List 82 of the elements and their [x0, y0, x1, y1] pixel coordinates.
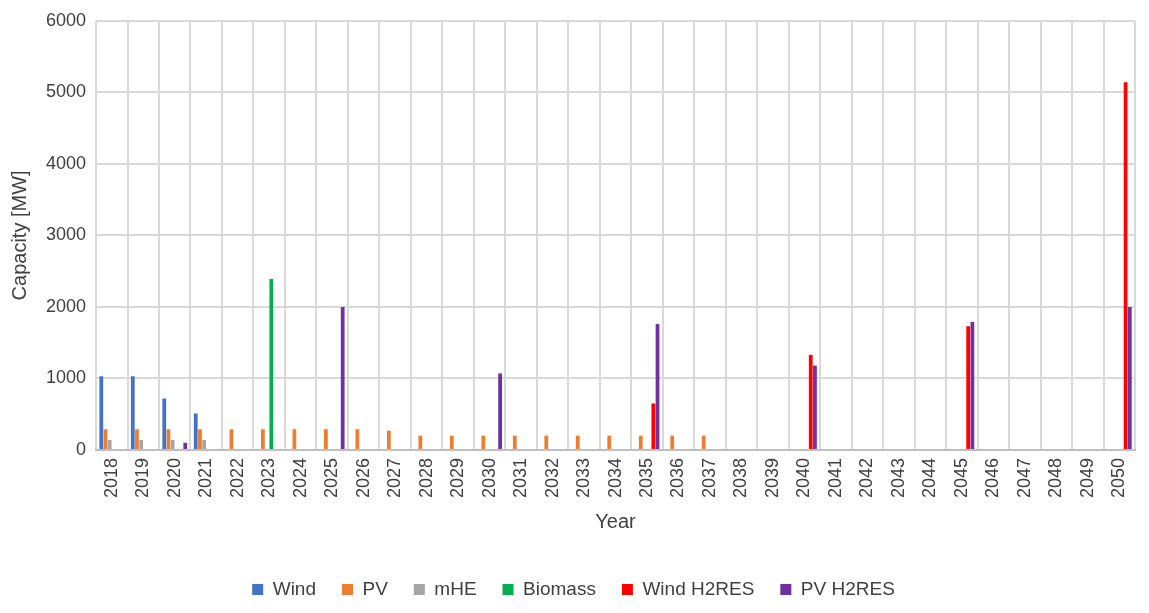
bar	[701, 435, 706, 449]
legend-label: Biomass	[523, 577, 596, 599]
x-tick-label: 2027	[384, 457, 405, 498]
x-tick-label: 2048	[1045, 457, 1066, 498]
x-tick-label: 2033	[573, 457, 594, 498]
bar	[269, 279, 274, 449]
y-tick-label: 2000	[46, 295, 87, 316]
x-tick-label: 2029	[447, 457, 468, 498]
x-tick-label: 2023	[258, 457, 279, 498]
bar	[498, 373, 502, 449]
x-tick-label: 2050	[1108, 457, 1129, 498]
bar	[808, 354, 813, 449]
y-tick-label: 4000	[46, 152, 87, 173]
bar	[99, 376, 104, 449]
bar	[966, 326, 971, 449]
bar	[130, 376, 135, 449]
x-tick-label: 2024	[289, 457, 310, 498]
bar	[670, 435, 675, 449]
x-tick-label: 2037	[698, 457, 719, 498]
y-tick-label: 3000	[46, 224, 87, 245]
bar	[1127, 306, 1132, 449]
bar	[481, 435, 486, 449]
x-tick-label: 2049	[1076, 457, 1097, 498]
y-tick-label: 6000	[46, 9, 87, 30]
legend-label: Wind	[272, 577, 316, 599]
legend-label: mHE	[434, 577, 477, 599]
bar	[107, 439, 112, 449]
y-tick-label: 0	[76, 438, 87, 459]
bar	[970, 321, 975, 449]
bar	[386, 430, 391, 449]
y-tick-label: 5000	[46, 81, 87, 102]
x-tick-label: 2020	[163, 457, 184, 498]
bar	[607, 435, 612, 449]
x-tick-label: 2046	[982, 457, 1003, 498]
legend-label: PV	[362, 577, 389, 599]
bar	[512, 435, 517, 449]
bar	[418, 435, 423, 449]
x-tick-label: 2041	[824, 457, 845, 498]
bar	[139, 439, 144, 449]
x-tick-label: 2018	[100, 457, 121, 498]
y-tick-label: 1000	[46, 367, 87, 388]
bar	[162, 398, 167, 449]
y-axis-title: Capacity [MW]	[7, 170, 30, 301]
x-tick-label: 2032	[541, 457, 562, 498]
bar	[449, 435, 454, 449]
bar	[324, 429, 328, 449]
legend-label: PV H2RES	[800, 577, 895, 599]
x-tick-label: 2040	[793, 457, 814, 498]
bar	[651, 403, 656, 449]
bar	[202, 439, 207, 449]
bar	[355, 429, 360, 449]
x-tick-label: 2019	[132, 457, 153, 498]
x-tick-label: 2030	[478, 457, 499, 498]
x-axis-title: Year	[595, 509, 637, 532]
x-tick-label: 2042	[856, 457, 877, 498]
x-tick-label: 2028	[415, 457, 436, 498]
legend-label: Wind H2RES	[642, 577, 755, 599]
x-tick-label: 2025	[321, 457, 342, 498]
x-tick-label: 2034	[604, 457, 625, 498]
x-tick-label: 2026	[352, 457, 373, 498]
bar	[183, 442, 188, 449]
bar	[575, 435, 580, 449]
bar	[193, 413, 198, 449]
x-tick-label: 2043	[887, 457, 908, 498]
x-tick-label: 2039	[761, 457, 782, 498]
x-tick-label: 2038	[730, 457, 751, 498]
bar	[198, 429, 202, 449]
x-tick-label: 2031	[510, 457, 531, 498]
x-tick-label: 2021	[195, 457, 216, 498]
bar	[135, 429, 139, 449]
x-tick-label: 2022	[226, 457, 247, 498]
x-tick-label: 2044	[919, 457, 940, 498]
bar	[813, 365, 817, 449]
bar	[340, 306, 345, 449]
bar	[170, 439, 175, 449]
x-tick-label: 2047	[1013, 457, 1034, 498]
bar	[261, 429, 265, 449]
bar	[544, 435, 549, 449]
x-tick-label: 2036	[667, 457, 688, 498]
bar	[638, 435, 643, 449]
x-tick-label: 2045	[950, 457, 971, 498]
x-tick-label: 2035	[636, 457, 656, 498]
